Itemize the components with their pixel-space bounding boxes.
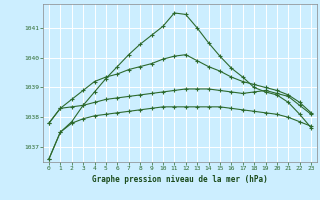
X-axis label: Graphe pression niveau de la mer (hPa): Graphe pression niveau de la mer (hPa) <box>92 175 268 184</box>
